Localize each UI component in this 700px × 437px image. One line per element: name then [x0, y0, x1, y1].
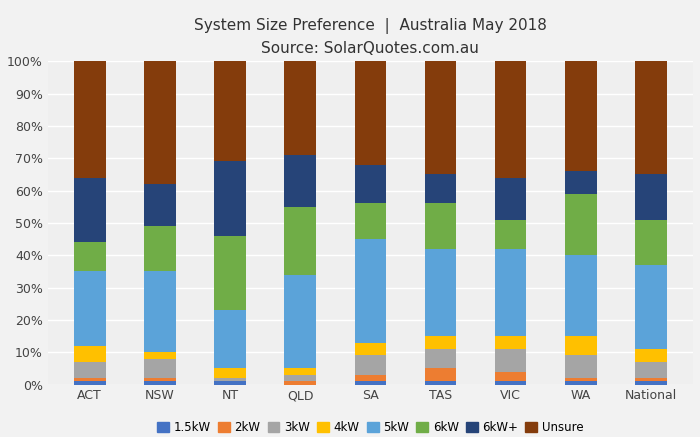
Bar: [144, 382, 176, 385]
Bar: [565, 378, 596, 382]
Bar: [565, 194, 596, 255]
Bar: [144, 271, 176, 352]
Bar: [425, 249, 456, 336]
Bar: [425, 61, 456, 174]
Bar: [355, 355, 386, 375]
Bar: [495, 371, 526, 382]
Bar: [495, 177, 526, 220]
Bar: [355, 343, 386, 355]
Bar: [144, 359, 176, 378]
Bar: [144, 226, 176, 271]
Bar: [495, 349, 526, 371]
Bar: [565, 171, 596, 194]
Bar: [635, 265, 666, 349]
Bar: [214, 378, 246, 382]
Bar: [425, 174, 456, 204]
Bar: [74, 271, 106, 346]
Bar: [425, 336, 456, 349]
Bar: [635, 174, 666, 220]
Bar: [495, 61, 526, 177]
Bar: [355, 382, 386, 385]
Bar: [635, 220, 666, 265]
Bar: [214, 161, 246, 236]
Bar: [355, 165, 386, 204]
Bar: [214, 368, 246, 378]
Bar: [284, 155, 316, 207]
Bar: [495, 249, 526, 336]
Bar: [144, 352, 176, 359]
Bar: [74, 177, 106, 242]
Bar: [355, 239, 386, 343]
Bar: [355, 204, 386, 239]
Bar: [565, 336, 596, 355]
Bar: [565, 355, 596, 378]
Bar: [214, 382, 246, 385]
Bar: [214, 236, 246, 310]
Bar: [355, 61, 386, 165]
Bar: [495, 336, 526, 349]
Bar: [635, 362, 666, 378]
Bar: [214, 61, 246, 161]
Bar: [635, 378, 666, 382]
Bar: [495, 220, 526, 249]
Bar: [425, 204, 456, 249]
Bar: [565, 382, 596, 385]
Bar: [284, 382, 316, 385]
Bar: [284, 274, 316, 368]
Bar: [425, 382, 456, 385]
Bar: [284, 61, 316, 155]
Bar: [144, 378, 176, 382]
Bar: [284, 207, 316, 274]
Bar: [214, 310, 246, 368]
Bar: [635, 61, 666, 174]
Bar: [74, 362, 106, 378]
Bar: [74, 346, 106, 362]
Title: System Size Preference  |  Australia May 2018
Source: SolarQuotes.com.au: System Size Preference | Australia May 2…: [194, 17, 547, 56]
Bar: [284, 375, 316, 382]
Bar: [74, 382, 106, 385]
Bar: [635, 382, 666, 385]
Bar: [284, 368, 316, 375]
Bar: [74, 61, 106, 177]
Bar: [635, 349, 666, 362]
Bar: [425, 349, 456, 368]
Bar: [355, 375, 386, 382]
Bar: [565, 61, 596, 171]
Bar: [425, 368, 456, 382]
Legend: 1.5kW, 2kW, 3kW, 4kW, 5kW, 6kW, 6kW+, Unsure: 1.5kW, 2kW, 3kW, 4kW, 5kW, 6kW, 6kW+, Un…: [153, 416, 588, 437]
Bar: [74, 378, 106, 382]
Bar: [565, 255, 596, 336]
Bar: [495, 382, 526, 385]
Bar: [74, 242, 106, 271]
Bar: [144, 61, 176, 184]
Bar: [144, 184, 176, 226]
